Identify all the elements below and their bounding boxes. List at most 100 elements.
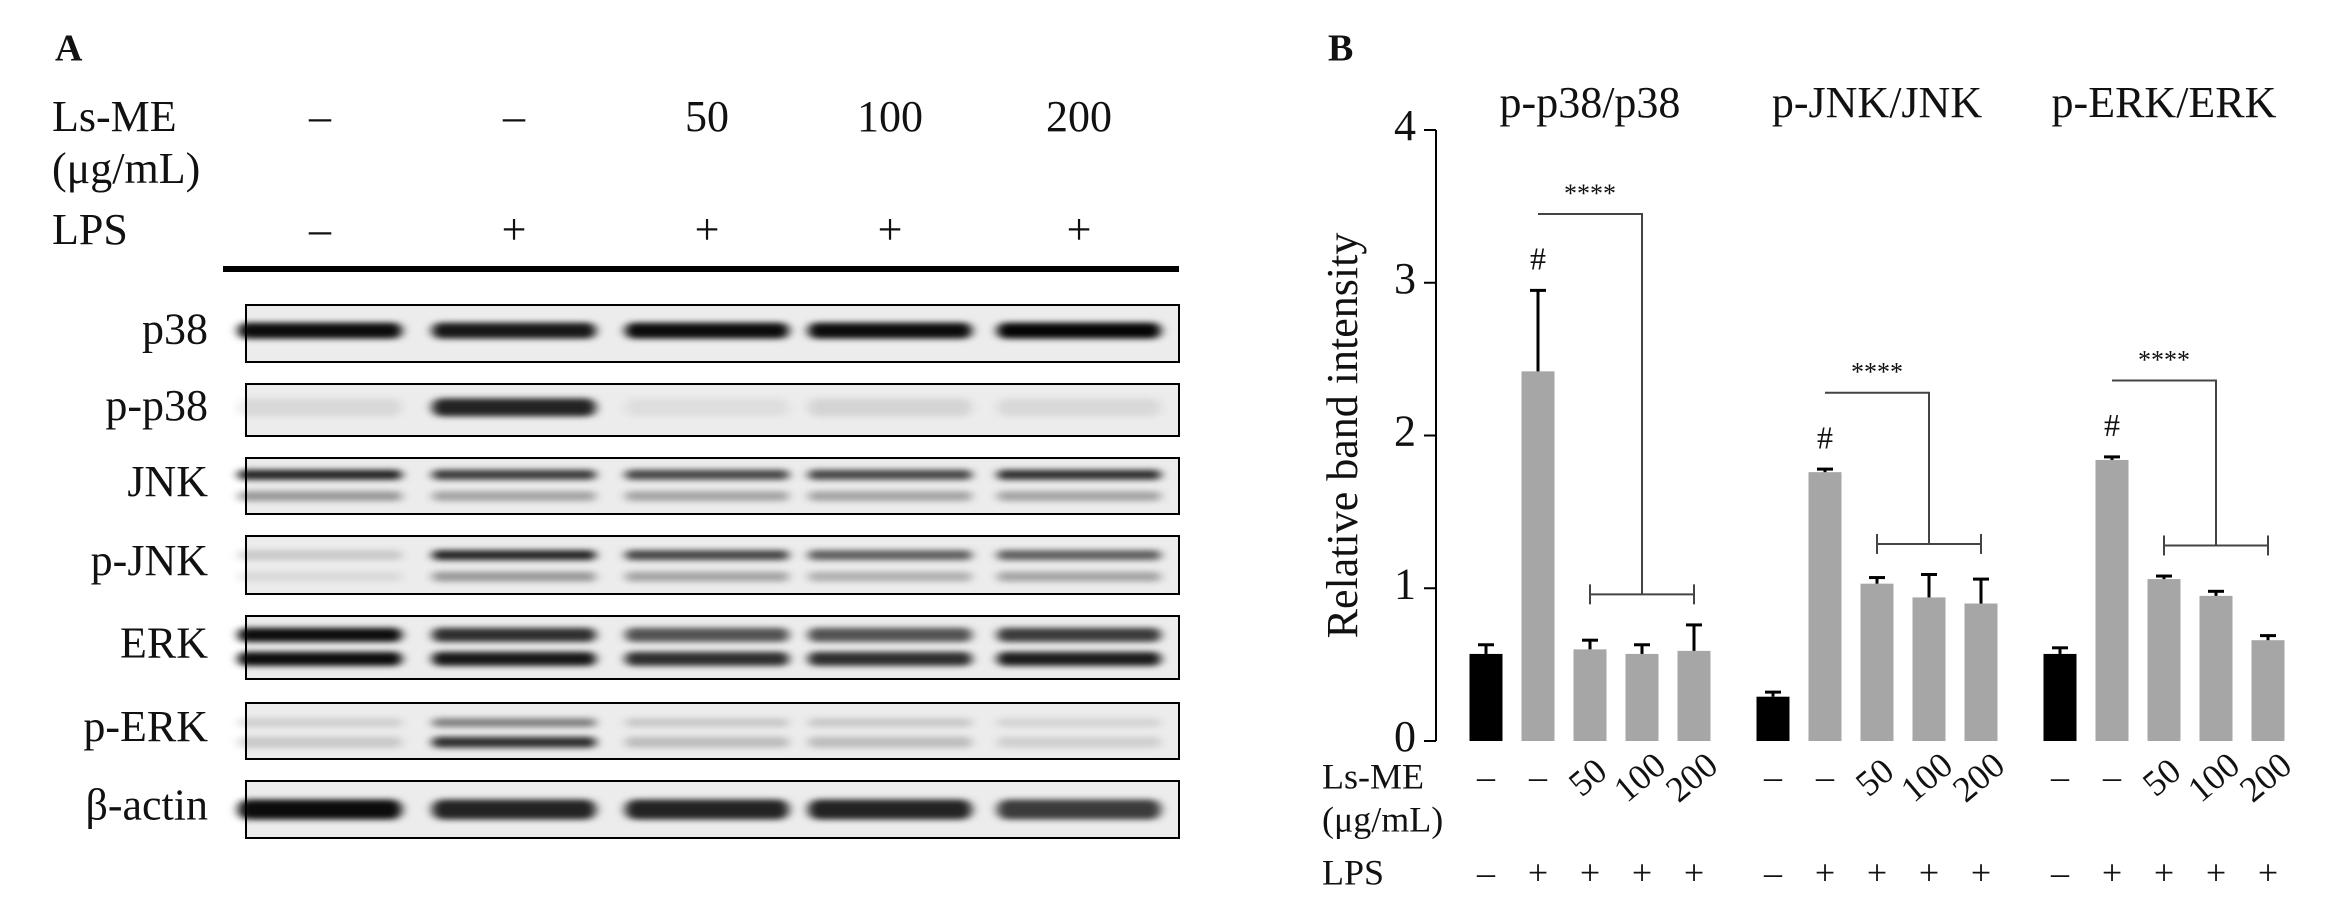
blot-background <box>246 703 1179 759</box>
error-bar <box>1765 690 1781 697</box>
band <box>808 469 972 480</box>
blot-label: β-actin <box>85 781 208 830</box>
band <box>238 571 402 582</box>
x-tick-label: – <box>1476 852 1496 892</box>
band <box>625 627 789 642</box>
band <box>625 491 789 502</box>
lane-label: + <box>878 205 903 254</box>
band <box>432 322 596 339</box>
significance-bracket <box>2112 379 2269 556</box>
error-bar <box>1817 467 1833 473</box>
y-tick-label: 4 <box>1394 101 1416 150</box>
band <box>808 571 972 582</box>
bar <box>2147 579 2181 741</box>
bar <box>1625 653 1659 741</box>
band <box>808 736 972 748</box>
error-bar <box>1973 577 1989 604</box>
band <box>808 322 972 339</box>
band <box>625 398 789 417</box>
x-tick-label: + <box>2154 852 2174 892</box>
band <box>432 718 596 728</box>
blot-bands <box>238 718 1161 748</box>
band <box>997 799 1161 820</box>
band <box>238 799 402 820</box>
lane-label: – <box>308 92 332 141</box>
bar <box>2199 595 2233 741</box>
band <box>997 736 1161 748</box>
band <box>238 550 402 561</box>
x-tick-label: 200 <box>1945 744 2012 809</box>
band <box>625 469 789 480</box>
blot-bands <box>238 550 1161 582</box>
band <box>432 651 596 666</box>
blot-label: ERK <box>120 619 208 668</box>
row-label: (μg/mL) <box>52 144 200 193</box>
band <box>432 799 596 820</box>
x-tick-label: – <box>1528 756 1548 796</box>
bracket-line <box>1825 391 1930 544</box>
error-bar <box>2052 646 2068 654</box>
error-bar <box>2156 574 2172 580</box>
x-tick-label: + <box>2102 852 2122 892</box>
blot-background <box>246 458 1179 514</box>
band <box>997 322 1161 339</box>
blot-bands <box>238 398 1161 417</box>
band <box>808 550 972 561</box>
blot-frame <box>245 304 1180 363</box>
blot-frame <box>245 383 1180 437</box>
x-tick-label: 50 <box>1848 750 1901 804</box>
band <box>997 571 1161 582</box>
blot-bands <box>238 799 1161 820</box>
band <box>625 571 789 582</box>
band <box>432 469 596 480</box>
bar <box>1573 649 1607 741</box>
band <box>238 469 402 480</box>
significance-bracket <box>1538 213 1695 605</box>
x-tick-label: + <box>1815 852 1835 892</box>
panel-label: A <box>55 28 83 70</box>
bar <box>1808 472 1842 741</box>
error-bar <box>1478 643 1494 654</box>
x-tick-label: – <box>1815 756 1835 796</box>
row-label: (μg/mL) <box>1322 799 1443 839</box>
band <box>808 491 972 502</box>
blot-frame <box>245 702 1180 760</box>
blot-label: p-p38 <box>105 381 208 430</box>
band <box>238 736 402 748</box>
error-bar <box>2260 634 2276 641</box>
band <box>625 799 789 820</box>
x-tick-label: + <box>1580 852 1600 892</box>
error-bar <box>1530 288 1546 372</box>
band <box>238 651 402 666</box>
band <box>997 651 1161 666</box>
band <box>997 469 1161 480</box>
band <box>808 651 972 666</box>
error-bar <box>1634 643 1650 654</box>
x-tick-label: + <box>1632 852 1652 892</box>
blot-background <box>246 616 1179 679</box>
band <box>997 627 1161 642</box>
y-tick-label: 2 <box>1394 407 1416 456</box>
y-axis-title: Relative band intensity <box>1318 233 1367 639</box>
band <box>238 322 402 339</box>
significance-label: **** <box>2138 345 2190 374</box>
lane-label: 200 <box>1046 92 1112 141</box>
bar <box>1521 371 1555 741</box>
significance-label: **** <box>1564 179 1616 208</box>
significance-bracket <box>1825 391 1982 554</box>
blot-frame <box>245 457 1180 515</box>
blot-label: p-ERK <box>83 702 208 751</box>
band <box>625 550 789 561</box>
error-bar <box>2208 589 2224 596</box>
band <box>625 736 789 748</box>
bar <box>1964 603 1998 741</box>
band <box>238 491 402 502</box>
error-bar <box>1869 576 1885 584</box>
row-label: LPS <box>1322 852 1384 892</box>
error-bar <box>1582 638 1598 650</box>
row-label: Ls-ME <box>1322 756 1424 796</box>
bar <box>1860 583 1894 741</box>
blot-frame <box>245 615 1180 680</box>
blot-bands <box>238 627 1161 666</box>
lane-label: – <box>502 92 526 141</box>
